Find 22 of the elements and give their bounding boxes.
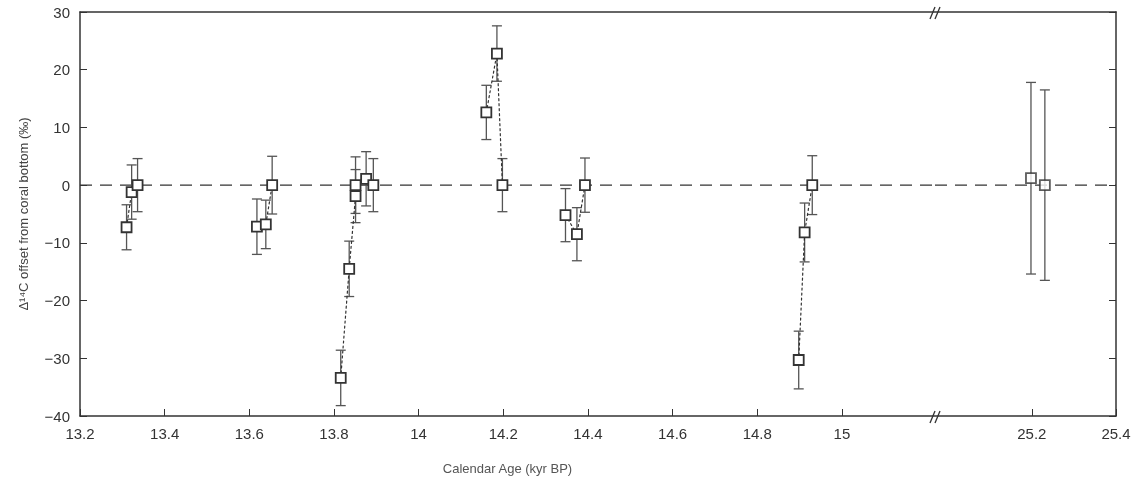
y-tick-label: −30: [44, 349, 70, 367]
x-tick-label: 14.2: [488, 425, 518, 442]
x-tick-label: 14.8: [742, 425, 772, 442]
x-tick-label: 13.8: [319, 425, 349, 442]
y-tick-label: 10: [53, 118, 70, 136]
x-tick-label: 13.4: [150, 425, 180, 442]
x-axis-title: Calendar Age (kyr BP): [442, 461, 573, 476]
y-tick-label: 30: [53, 3, 70, 21]
y-tick-label: 20: [53, 61, 70, 79]
x-tick-label: 13.2: [65, 425, 95, 442]
x-tick-label: 13.6: [234, 425, 264, 442]
x-tick-label: 14: [410, 425, 427, 442]
x-tick-label: 25.4: [1101, 425, 1131, 442]
y-tick-label: 0: [61, 176, 70, 194]
y-tick-label: −40: [44, 407, 70, 425]
x-tick-label: 25.2: [1017, 425, 1047, 442]
y-tick-label: −20: [44, 292, 70, 310]
x-tick-label: 14.6: [657, 425, 688, 442]
y-axis-title: Δ¹⁴C offset from coral bottom (‰): [16, 117, 31, 311]
x-tick-label: 15: [833, 425, 851, 442]
x-tick-label: 14.4: [573, 425, 603, 442]
y-tick-label: −10: [44, 234, 70, 252]
